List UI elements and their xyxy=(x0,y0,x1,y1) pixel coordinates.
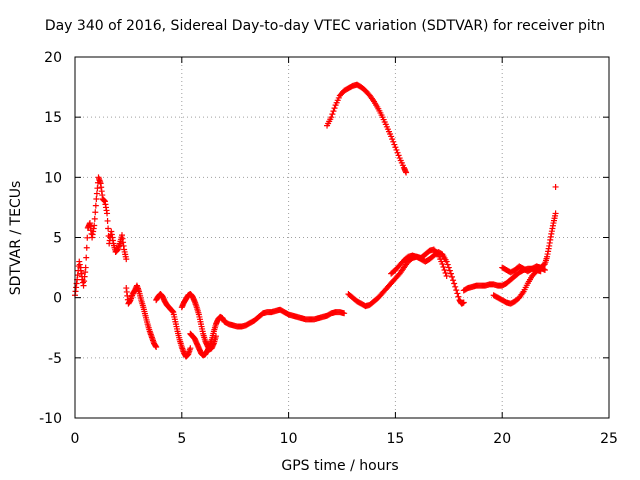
x-tick-label: 10 xyxy=(280,431,298,447)
y-tick-label: 5 xyxy=(53,231,62,247)
data-point xyxy=(391,141,398,148)
data-point xyxy=(331,105,338,112)
data-point xyxy=(123,256,130,263)
data-point xyxy=(105,225,112,232)
series-seg3 xyxy=(153,291,194,360)
data-point xyxy=(446,267,453,274)
data-point xyxy=(388,133,395,140)
series-seg1 xyxy=(72,174,130,299)
data-point xyxy=(434,250,441,257)
series-seg8 xyxy=(388,246,450,280)
data-point xyxy=(394,149,401,156)
data-point xyxy=(453,287,460,294)
data-point xyxy=(83,244,90,251)
data-point xyxy=(454,290,461,297)
data-point xyxy=(439,260,446,267)
data-point xyxy=(450,277,457,284)
data-point xyxy=(212,333,219,340)
data-point xyxy=(92,209,99,216)
data-point xyxy=(444,261,451,268)
x-tick-label: 0 xyxy=(71,431,80,447)
data-point xyxy=(93,190,100,197)
grid-layer xyxy=(75,57,609,418)
x-tick-label: 15 xyxy=(386,431,404,447)
y-tick-label: 20 xyxy=(44,50,62,66)
ticks-layer xyxy=(74,56,610,419)
series-seg2 xyxy=(123,282,160,351)
data-point xyxy=(552,183,559,190)
data-point xyxy=(83,254,90,261)
data-point xyxy=(455,293,462,300)
data-point xyxy=(403,169,410,176)
y-tick-labels: -10 -5 0 5 10 15 20 xyxy=(39,50,62,427)
chart-title: Day 340 of 2016, Sidereal Day-to-day VTE… xyxy=(45,18,605,34)
data-point xyxy=(440,263,447,270)
data-point xyxy=(91,222,98,229)
data-point xyxy=(153,344,160,351)
data-point xyxy=(541,266,548,273)
data-point xyxy=(91,215,98,222)
x-tick-label: 25 xyxy=(600,431,618,447)
y-axis-label: SDTVAR / TECUs xyxy=(8,181,24,296)
data-point xyxy=(94,185,101,192)
x-axis-label: GPS time / hours xyxy=(281,458,398,474)
data-point xyxy=(449,273,456,280)
data-point xyxy=(393,146,400,153)
data-point xyxy=(341,310,348,317)
x-tick-label: 20 xyxy=(493,431,511,447)
data-point xyxy=(104,217,111,224)
y-tick-label: -10 xyxy=(39,411,62,427)
data-point xyxy=(390,138,397,145)
data-point xyxy=(443,258,450,265)
data-point xyxy=(82,264,89,271)
series-seg6 xyxy=(324,81,410,176)
data-point xyxy=(392,144,399,151)
data-point xyxy=(443,273,450,280)
data-point xyxy=(442,269,449,276)
data-point xyxy=(552,210,559,217)
series-seg11 xyxy=(499,263,548,276)
data-point xyxy=(451,280,458,287)
data-point xyxy=(389,136,396,143)
series-seg12 xyxy=(552,183,559,190)
series-seg5 xyxy=(187,306,348,359)
x-tick-labels: 0 5 10 15 20 25 xyxy=(71,431,618,447)
data-point xyxy=(540,266,547,273)
data-points-layer xyxy=(72,81,559,360)
data-point xyxy=(452,283,459,290)
y-tick-label: 10 xyxy=(44,170,62,186)
data-point xyxy=(447,270,454,277)
y-tick-label: 0 xyxy=(53,291,62,307)
data-point xyxy=(328,114,335,121)
data-point xyxy=(395,152,402,159)
data-point xyxy=(330,108,337,115)
y-tick-label: -5 xyxy=(48,351,62,367)
y-tick-label: 15 xyxy=(44,110,62,126)
x-tick-label: 5 xyxy=(177,431,186,447)
series-seg10 xyxy=(490,210,559,307)
data-point xyxy=(93,195,100,202)
data-point xyxy=(441,266,448,273)
data-point xyxy=(329,111,336,118)
data-point xyxy=(445,264,452,271)
data-point xyxy=(187,345,194,352)
data-point xyxy=(92,202,99,209)
data-point xyxy=(104,210,111,217)
data-point xyxy=(460,299,467,306)
